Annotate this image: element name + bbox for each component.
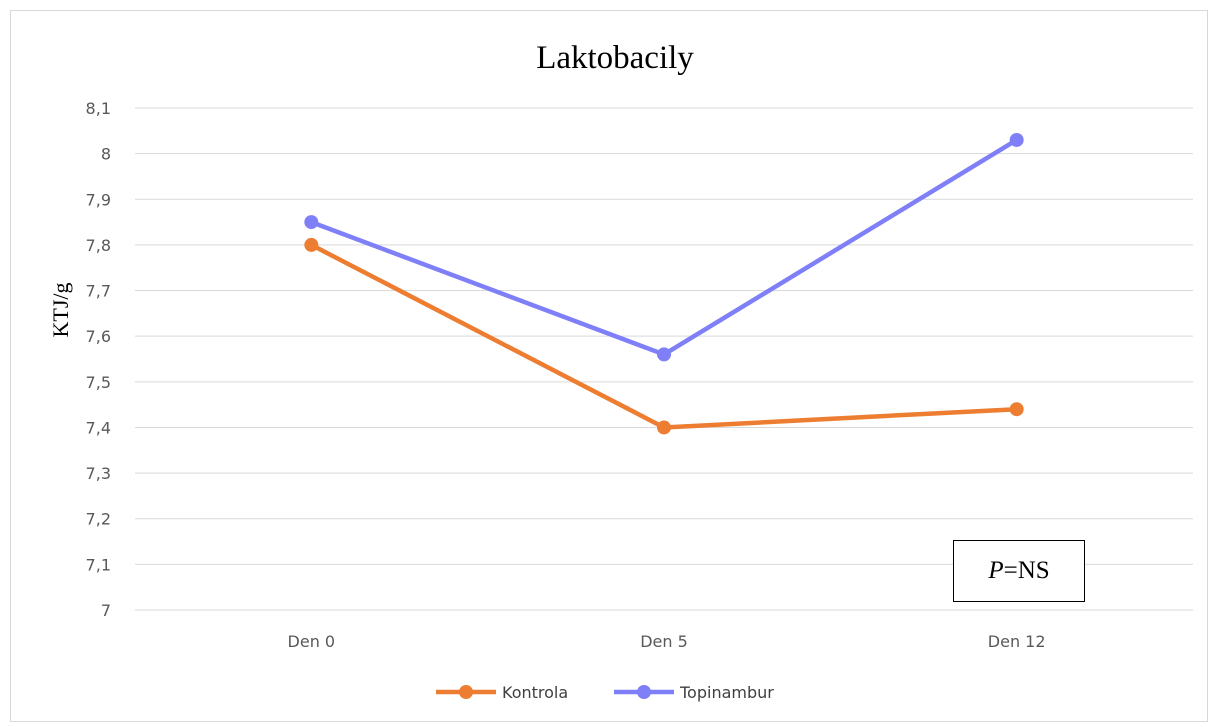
y-axis-ticks: 7 7,1 7,2 7,3 7,4 7,5 7,6 7,7 7,8 7,9 8 8,1 — [86, 99, 111, 620]
p-value-annotation: P =NS — [953, 540, 1085, 602]
data-point-topinambur — [304, 215, 319, 230]
y-tick-label: 7,7 — [86, 282, 111, 301]
series-line-topinambur — [309, 137, 1019, 357]
x-tick-label: Den 12 — [988, 632, 1046, 651]
y-tick-label: 7,6 — [86, 327, 111, 346]
p-value-text: =NS — [1003, 557, 1050, 584]
legend-label-topinambur: Topinambur — [679, 683, 774, 702]
y-tick-label: 7,5 — [86, 373, 111, 392]
y-tick-label: 7,9 — [86, 190, 111, 209]
x-tick-label: Den 5 — [640, 632, 688, 651]
p-value-symbol: P — [988, 557, 1004, 584]
y-tick-label: 7 — [101, 601, 111, 620]
x-tick-label: Den 0 — [288, 632, 336, 651]
data-point-kontrola — [304, 237, 319, 252]
chart-title: Laktobacily — [536, 40, 694, 76]
data-point-topinambur — [657, 347, 671, 362]
chart-frame — [10, 10, 1208, 722]
data-point-kontrola — [657, 420, 671, 435]
y-tick-label: 7,3 — [86, 464, 111, 483]
y-tick-label: 7,1 — [86, 555, 111, 574]
legend-swatch-marker-kontrola — [459, 685, 473, 699]
legend-swatch-marker-topinambur — [637, 685, 651, 699]
series-lines — [304, 132, 1024, 435]
y-tick-label: 7,2 — [86, 510, 111, 529]
y-tick-label: 7,4 — [86, 418, 111, 437]
legend-label-kontrola: Kontrola — [502, 683, 568, 702]
y-tick-label: 8,1 — [86, 99, 111, 118]
x-axis-ticks: Den 0 Den 5 Den 12 — [288, 632, 1046, 651]
data-point-kontrola — [1009, 402, 1024, 417]
y-tick-label: 8 — [101, 145, 111, 164]
y-axis-label: KTJ/g — [48, 283, 73, 338]
data-point-topinambur — [1009, 132, 1024, 147]
y-tick-label: 7,8 — [86, 236, 111, 255]
legend: Kontrola Topinambur — [436, 683, 774, 702]
